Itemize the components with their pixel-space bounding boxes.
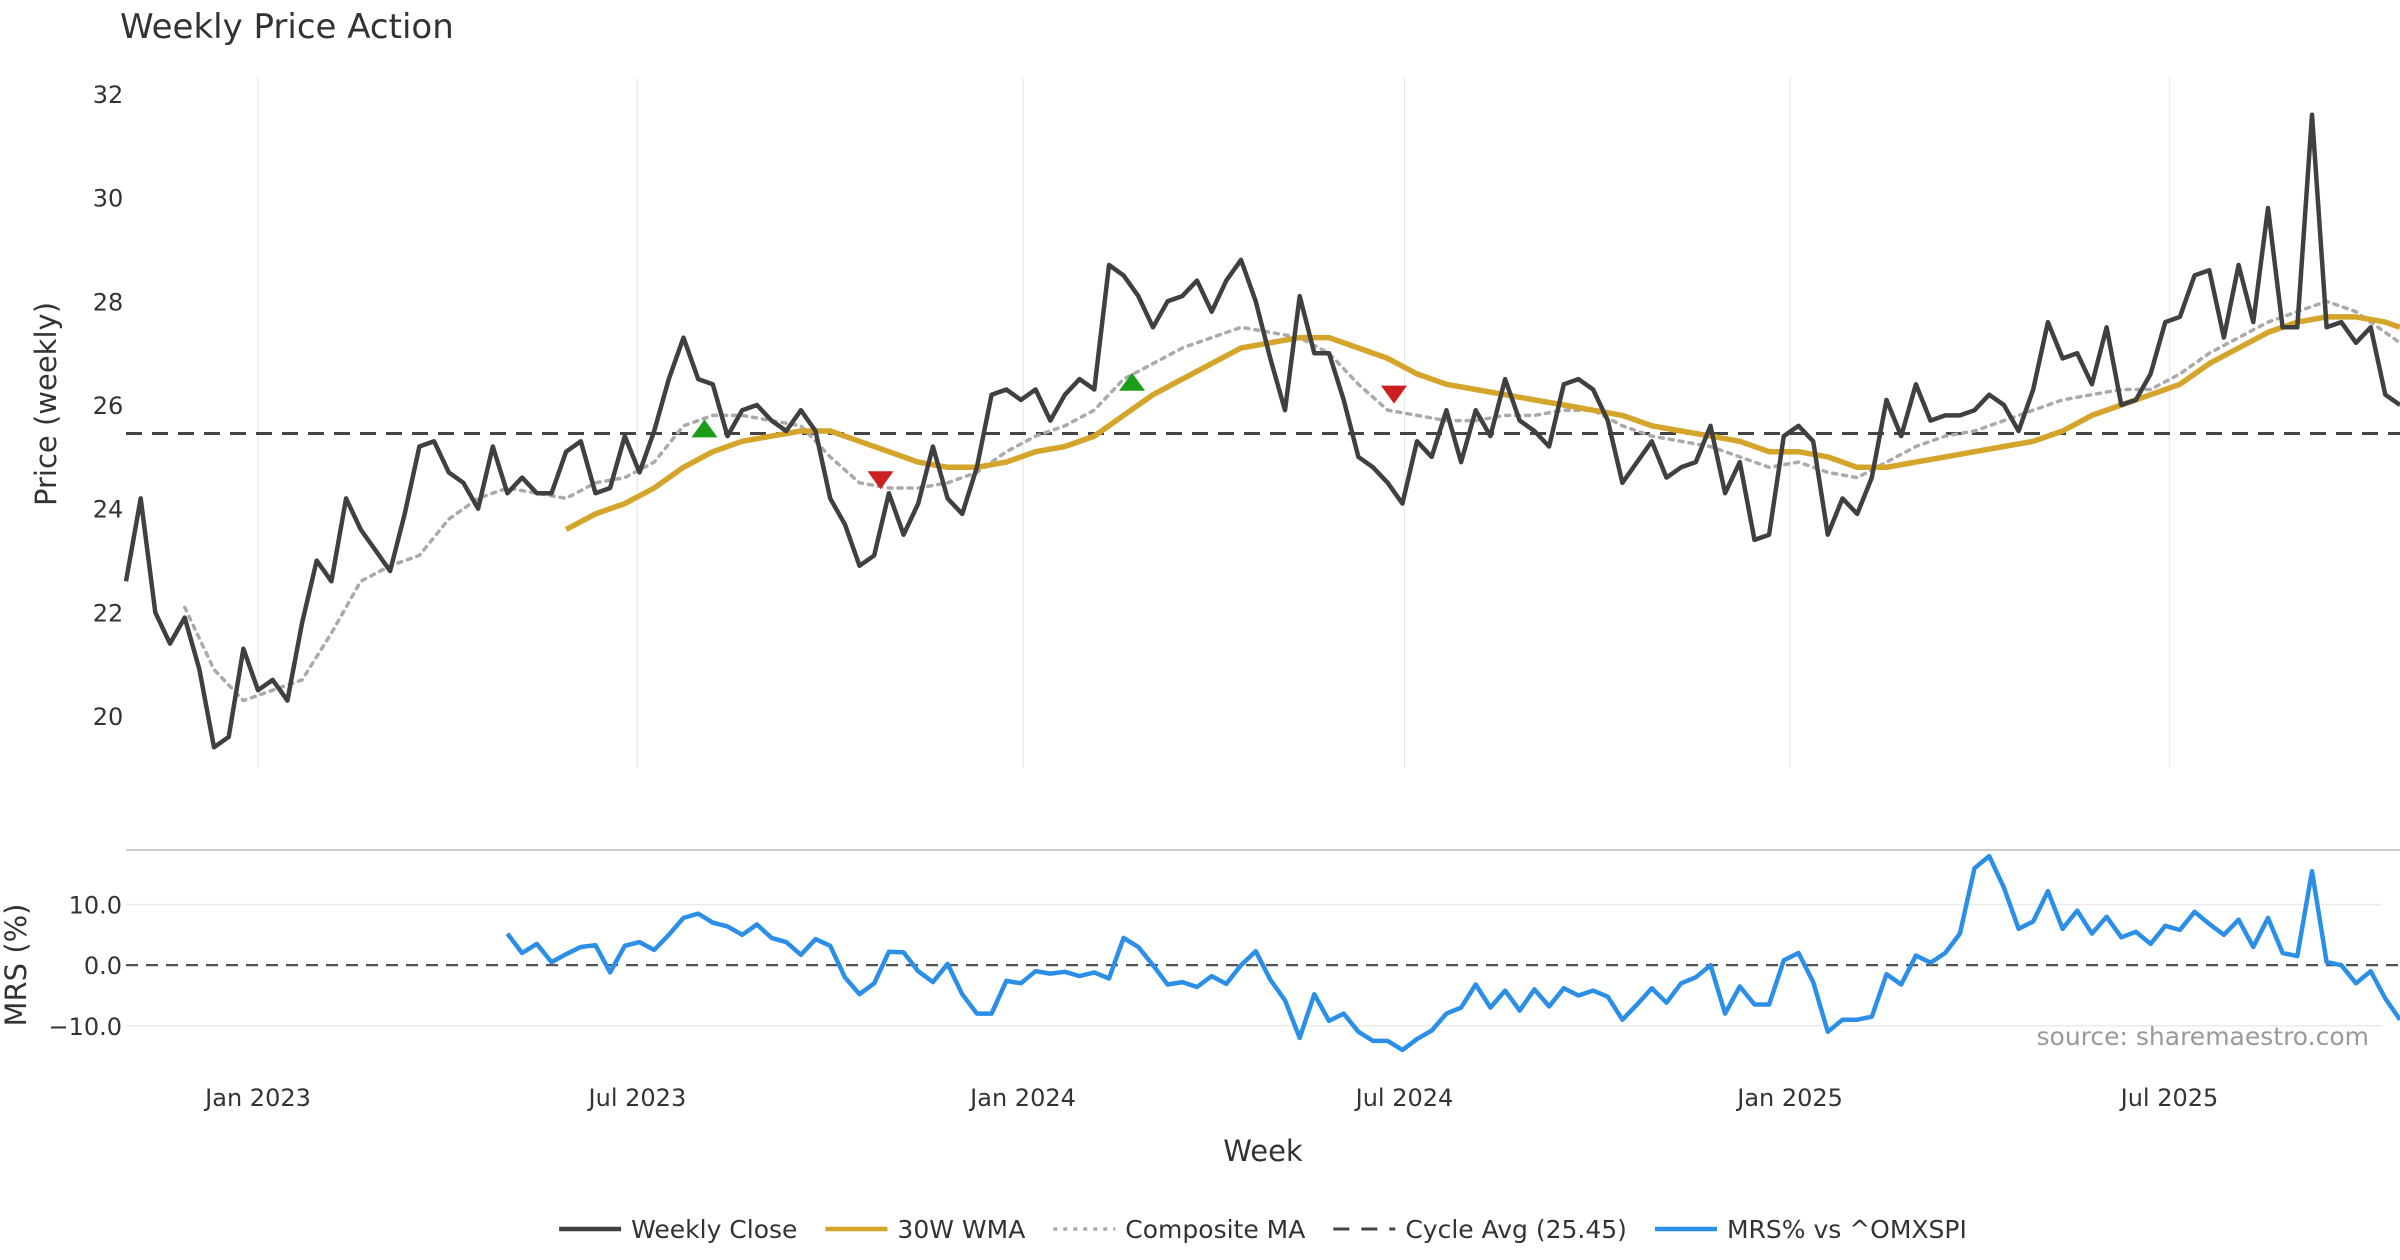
buy-signal-marker	[691, 419, 718, 438]
x-tick-label: Jan 2025	[1735, 1084, 1843, 1112]
30w-wma-line	[564, 314, 2400, 532]
x-tick-label: Jul 2024	[1354, 1084, 1454, 1112]
legend-label: MRS% vs ^OMXSPI	[1727, 1215, 1967, 1244]
mrs-y-tick-label: 10.0	[69, 892, 122, 920]
x-tick-label: Jan 2023	[203, 1084, 311, 1112]
x-tick-label: Jan 2024	[968, 1084, 1076, 1112]
mrs-y-tick-label: 0.0	[84, 952, 122, 980]
price-y-tick-label: 22	[93, 599, 124, 627]
sell-signal-marker	[1380, 385, 1407, 404]
legend-label: Cycle Avg (25.45)	[1405, 1215, 1627, 1244]
price-series-group	[123, 112, 2400, 750]
source-attribution: source: sharemaestro.com	[2037, 1022, 2370, 1051]
buy-signal-marker	[1119, 372, 1146, 391]
price-y-tick-label: 26	[93, 392, 124, 420]
mrs-axis-label: MRS (%)	[0, 904, 33, 1027]
x-tick-label: Jul 2025	[2119, 1084, 2219, 1112]
legend-label: 30W WMA	[897, 1215, 1025, 1244]
mrs-gridlines	[126, 903, 2400, 1027]
price-axis-label: Price (weekly)	[29, 302, 63, 506]
mrs-line	[505, 853, 2400, 1053]
x-axis-label: Week	[1223, 1134, 1303, 1168]
price-y-tick-label: 24	[93, 496, 124, 524]
mrs-y-tick-labels: 10.0 0.0 −10.0	[48, 892, 122, 1041]
signal-markers-group	[691, 372, 1407, 490]
sell-signal-marker	[867, 471, 894, 490]
price-gridlines	[257, 78, 2171, 768]
price-y-tick-label: 30	[93, 185, 124, 213]
chart-title: Weekly Price Action	[120, 7, 454, 47]
weekly-close-line	[123, 112, 2400, 750]
legend-label: Composite MA	[1125, 1215, 1305, 1244]
price-y-tick-label: 20	[93, 703, 124, 731]
x-tick-labels: Jan 2023 Jul 2023 Jan 2024 Jul 2024 Jan 2025…	[203, 1084, 2218, 1112]
mrs-series-group	[505, 853, 2400, 1053]
price-y-tick-labels: 20 22 24 26 28 30 32	[93, 81, 124, 731]
price-y-tick-label: 28	[93, 288, 124, 316]
price-y-tick-label: 32	[93, 81, 124, 109]
x-tick-label: Jul 2023	[587, 1084, 687, 1112]
mrs-y-tick-label: −10.0	[48, 1013, 122, 1041]
chart-legend: Weekly Close 30W WMA Composite MA Cycle Avg…	[559, 1215, 1967, 1244]
legend-label: Weekly Close	[631, 1215, 797, 1244]
